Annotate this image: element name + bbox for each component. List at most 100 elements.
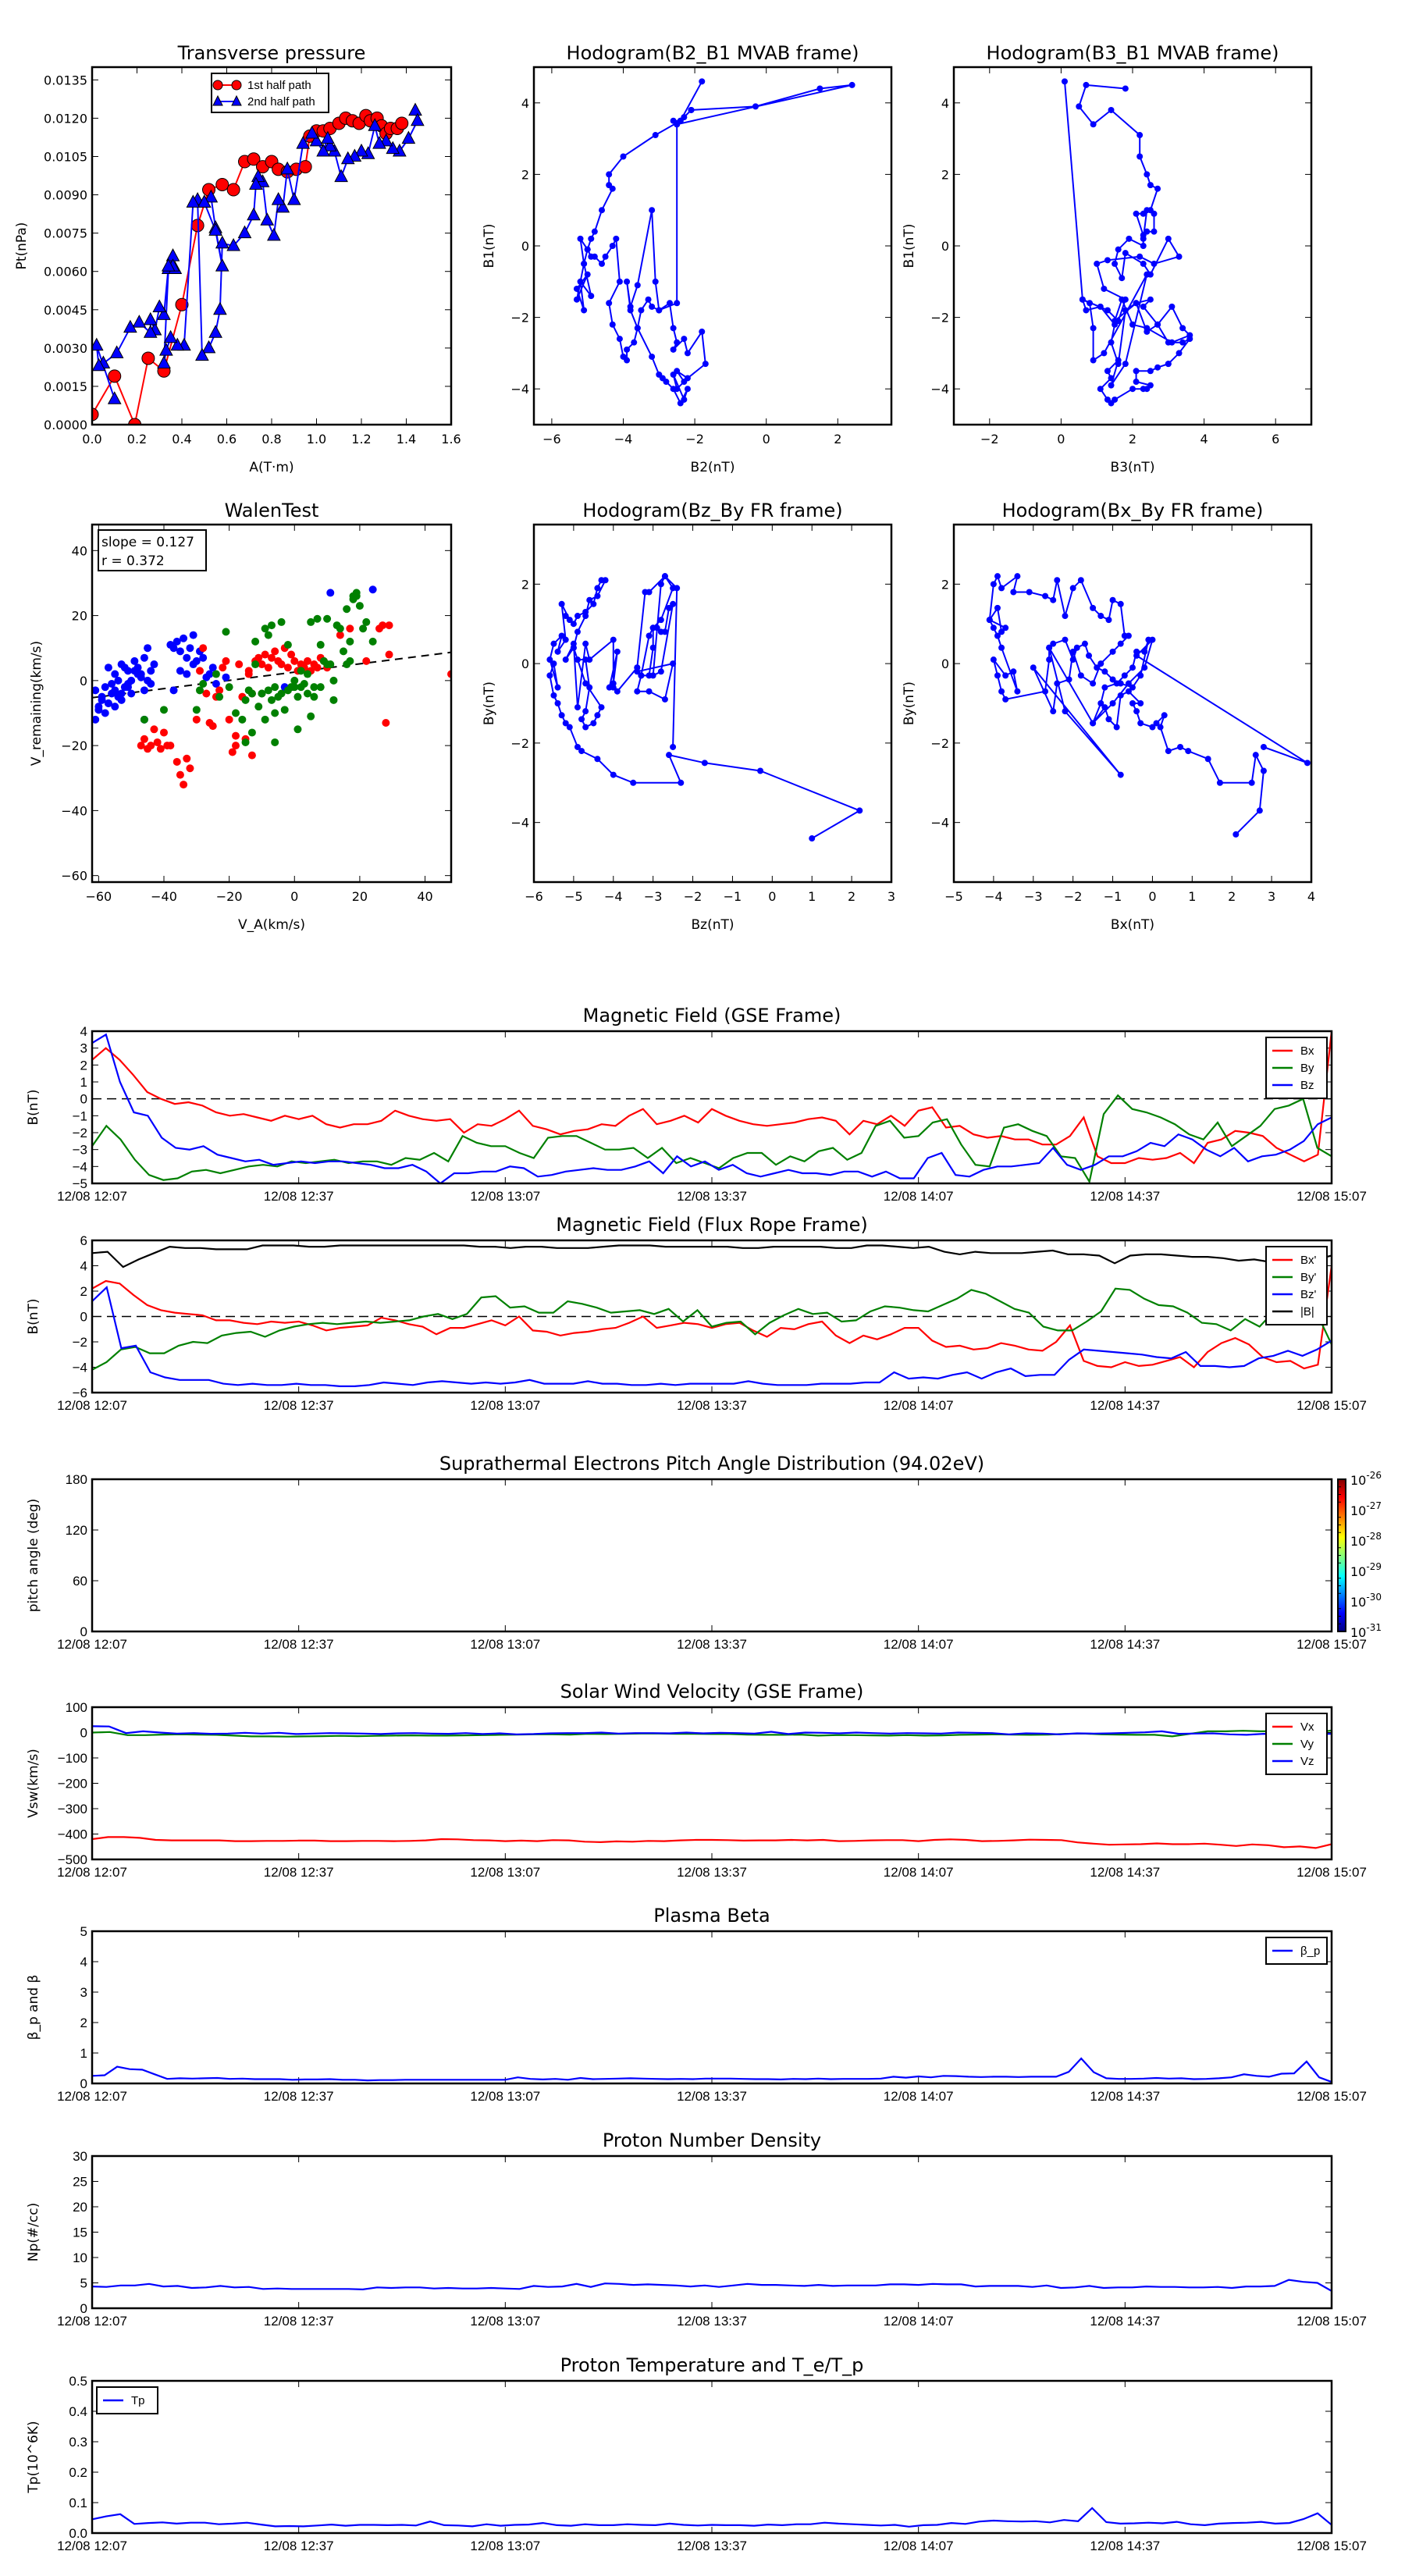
marker-dot — [1104, 396, 1111, 403]
marker-dot — [588, 235, 595, 242]
marker-triangle — [161, 258, 176, 272]
marker-dot — [1133, 652, 1140, 659]
marker-dot — [1097, 303, 1104, 310]
x-tick-label: 12/08 14:37 — [1090, 1637, 1160, 1652]
marker-dot — [994, 573, 1001, 580]
marker-dot — [699, 328, 706, 335]
marker-dot — [1090, 604, 1097, 611]
x-tick-label: 12/08 12:07 — [57, 2089, 127, 2104]
marker-dot — [1105, 716, 1112, 723]
marker-dot — [1252, 752, 1259, 759]
marker-dot — [645, 296, 652, 303]
scatter-point — [247, 751, 256, 760]
marker-triangle — [159, 343, 173, 356]
scatter-point — [355, 602, 364, 610]
scatter-point — [199, 680, 208, 688]
marker-dot — [1108, 382, 1115, 389]
chart-title: Hodogram(Bx_By FR frame) — [1002, 500, 1264, 521]
y-tick-label: −300 — [58, 1802, 87, 1816]
legend-label: Vx — [1300, 1720, 1314, 1734]
y-tick-label: 0.2 — [69, 2465, 87, 2480]
y-tick-label: −4 — [510, 382, 529, 397]
marker-dot — [1010, 589, 1017, 596]
y-tick-label: 0 — [80, 674, 87, 688]
scatter-point — [264, 686, 272, 695]
y-tick-label: 2 — [80, 1284, 87, 1299]
scatter-point — [176, 770, 184, 779]
x-axis-label: B2(nT) — [691, 460, 735, 475]
marker-dot — [562, 656, 569, 664]
marker-dot — [581, 260, 588, 267]
x-tick-label: 1.6 — [441, 432, 461, 447]
plot-frame — [91, 1239, 1333, 1394]
marker-dot — [702, 361, 709, 368]
marker-dot — [1104, 257, 1111, 264]
marker-triangle — [280, 161, 294, 175]
scatter-point — [94, 703, 103, 711]
chart-hodo_b3b1: Hodogram(B3_B1 MVAB frame) −2 0 2 4 6 −4 −2 0 2 4 B… — [902, 42, 1313, 475]
x-tick-label: 2 — [1228, 889, 1236, 904]
marker-dot — [582, 640, 589, 647]
marker-dot — [998, 628, 1005, 635]
scatter-point — [120, 664, 129, 672]
marker-circle — [141, 351, 155, 365]
x-tick-label: 12/08 12:07 — [57, 1398, 127, 1413]
marker-circle — [128, 418, 142, 425]
x-tick-label: 0.0 — [82, 432, 101, 447]
y-tick-label: 20 — [73, 2200, 87, 2215]
scatter-point — [140, 686, 148, 695]
marker-triangle — [197, 194, 212, 208]
x-tick-label: 12/08 13:37 — [677, 2539, 747, 2553]
marker-dot — [1042, 592, 1049, 600]
marker-dot — [670, 386, 677, 393]
scatter-point — [212, 680, 220, 688]
marker-dot — [1129, 386, 1136, 393]
marker-dot — [1014, 688, 1021, 695]
plot-frame — [91, 1030, 1333, 1185]
marker-dot — [1133, 379, 1140, 386]
y-tick-label: −4 — [73, 1361, 87, 1375]
x-tick-label: 12/08 15:07 — [1297, 2539, 1367, 2553]
marker-dot — [1117, 771, 1124, 778]
x-tick-label: 0.4 — [172, 432, 191, 447]
legend: Tp — [96, 2386, 158, 2414]
marker-dot — [554, 684, 561, 691]
y-tick-label: 30 — [73, 2149, 87, 2164]
marker-dot — [602, 253, 609, 260]
scatter-point — [150, 725, 158, 734]
chart-title: Magnetic Field (Flux Rope Frame) — [556, 1214, 867, 1236]
marker-dot — [1149, 636, 1156, 643]
legend-label: β_p — [1300, 1944, 1320, 1958]
marker-dot — [594, 585, 601, 592]
marker-circle — [92, 407, 99, 422]
scatter-point — [222, 628, 230, 636]
marker-triangle — [321, 130, 335, 144]
x-tick-label: −20 — [216, 889, 243, 904]
marker-dot — [634, 664, 641, 671]
scatter-point — [310, 692, 318, 701]
marker-dot — [1097, 613, 1104, 620]
y-axis-label: By(nT) — [902, 681, 917, 725]
scatter-point — [254, 653, 263, 662]
marker-dot — [701, 760, 708, 767]
y-tick-label: −200 — [58, 1777, 87, 1791]
scatter-point — [186, 644, 194, 653]
marker-dot — [1144, 228, 1151, 235]
marker-dot — [657, 581, 664, 588]
x-tick-label: 12/08 12:37 — [264, 2314, 334, 2329]
marker-dot — [998, 688, 1005, 695]
marker-dot — [653, 624, 660, 632]
marker-dot — [670, 346, 677, 353]
annotation-box: slope = 0.127 r = 0.372 — [98, 529, 207, 571]
marker-dot — [1154, 321, 1161, 328]
marker-dot — [1144, 271, 1151, 278]
marker-triangle — [213, 301, 227, 315]
marker-dot — [816, 85, 823, 92]
legend: Bx' By' Bz' |B| — [1265, 1246, 1328, 1325]
y-tick-label: 2 — [521, 577, 529, 592]
x-tick-label: 4 — [1200, 432, 1208, 447]
marker-dot — [1140, 243, 1147, 249]
scatter-point — [108, 680, 116, 688]
marker-dot — [1101, 684, 1108, 691]
